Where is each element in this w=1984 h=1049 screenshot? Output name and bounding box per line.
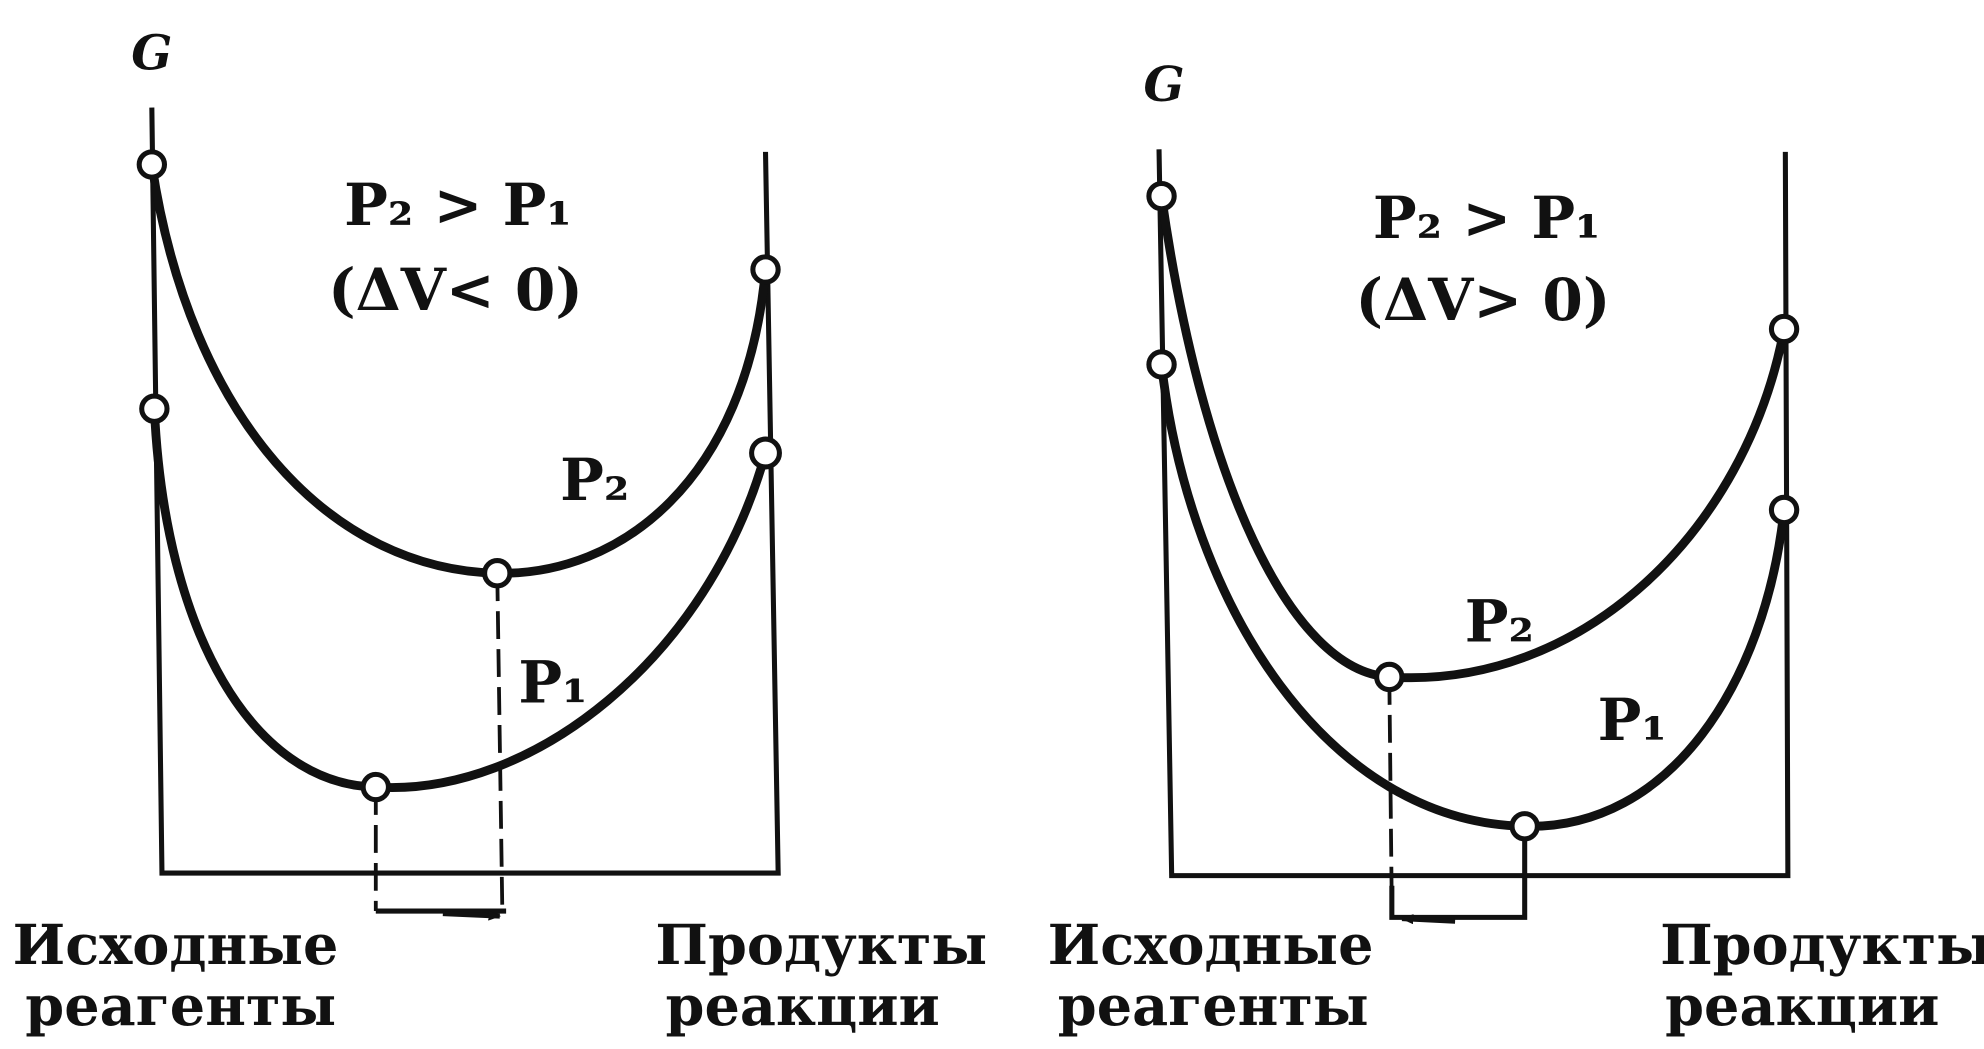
curve-p1	[149, 408, 770, 792]
point	[1374, 661, 1405, 693]
point	[136, 149, 168, 180]
right-label: реакции	[1665, 974, 1939, 1039]
shift-arrow	[1400, 914, 1456, 925]
left-label: Исходные	[13, 913, 339, 978]
right-label: реакции	[666, 974, 940, 1039]
left-label: Исходные	[1048, 913, 1374, 978]
point	[1146, 180, 1177, 212]
point	[1768, 313, 1800, 345]
curve-label: P₁	[1598, 685, 1667, 754]
axis-label: G	[1144, 57, 1185, 113]
shift-arrow	[442, 910, 502, 921]
left-label: реагенты	[1058, 974, 1369, 1039]
shift-bracket	[1389, 826, 1528, 920]
point	[139, 393, 170, 424]
point	[1768, 494, 1800, 526]
point	[360, 771, 391, 803]
left-label: реагенты	[25, 974, 336, 1039]
condition: P₂ > P₁	[1373, 183, 1601, 252]
curve-p1	[1157, 363, 1789, 831]
volume-change: (ΔV< 0)	[328, 255, 583, 324]
panel-left: G P₂ > P₁ (ΔV< 0) P₂ P₁ Исходные реагент…	[13, 26, 988, 1039]
curve-label: P₂	[1465, 587, 1534, 656]
curve-label: P₂	[560, 445, 629, 514]
axes	[1156, 149, 1791, 879]
panel-right: G P₂ > P₁ (ΔV> 0) P₂ P₁ Исходные реагент…	[1048, 57, 1984, 1039]
volume-change: (ΔV> 0)	[1356, 265, 1611, 334]
dashed-line	[1387, 676, 1394, 912]
axes	[149, 107, 781, 876]
condition: P₂ > P₁	[344, 170, 572, 239]
right-label: Продукты	[655, 913, 987, 978]
point	[482, 558, 513, 589]
axis-label: G	[131, 26, 172, 82]
point	[1509, 811, 1540, 842]
dashed-lines	[373, 573, 505, 912]
curve-label: P₁	[518, 647, 587, 716]
point	[749, 436, 782, 470]
right-label: Продукты	[1660, 913, 1984, 978]
point	[1146, 349, 1177, 380]
point	[750, 254, 781, 285]
